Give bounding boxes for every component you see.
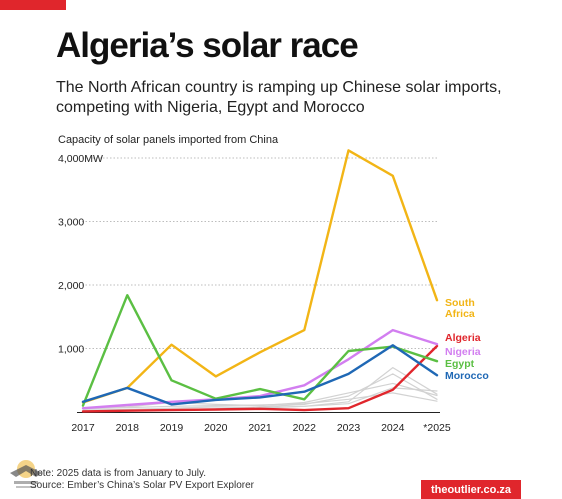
series-line-south-africa: [81, 149, 439, 404]
series-label-south-africa: South Africa: [445, 297, 475, 320]
series-label-morocco: Morocco: [445, 370, 489, 382]
y-tick-label: 4,000MW: [58, 153, 103, 165]
series-line-egypt: [81, 294, 439, 407]
x-tick-label: 2021: [248, 422, 272, 434]
x-tick-label: 2024: [381, 422, 405, 434]
y-tick-label: 1,000: [58, 344, 84, 356]
x-tick-label: 2019: [160, 422, 184, 434]
chart-title: Capacity of solar panels imported from C…: [58, 134, 279, 146]
series-line-algeria: [81, 344, 439, 413]
x-tick-label: 2018: [116, 422, 140, 434]
series-lines: [81, 149, 439, 413]
x-tick-label: 2017: [71, 422, 95, 434]
x-axis-ticks: 2017 2018 2019 2020 2021 2022 2023 2024 *2025: [71, 422, 451, 434]
source-text: Source: Ember’s China’s Solar PV Export …: [30, 480, 254, 491]
page-subtitle: The North African country is ramping up …: [56, 79, 502, 116]
x-tick-label: *2025: [423, 422, 451, 434]
y-tick-label: 3,000: [58, 217, 84, 229]
x-tick-label: 2020: [204, 422, 228, 434]
x-tick-label: 2023: [337, 422, 361, 434]
gridlines: [77, 157, 440, 413]
watermark-logo: [10, 460, 42, 488]
series-line-nigeria: [81, 328, 439, 410]
note-text: Note: 2025 data is from January to July.: [30, 468, 207, 479]
series-label-egypt: Egypt: [445, 358, 475, 370]
y-tick-label: 2,000: [58, 280, 84, 292]
accent-bar: [0, 0, 66, 10]
series-line-morocco: [81, 344, 439, 406]
series-label-algeria: Algeria: [445, 332, 481, 344]
y-axis-ticks: 1,000 2,000 3,000 4,000MW: [58, 153, 103, 356]
footer-note: Note: 2025 data is from January to July.…: [30, 468, 254, 492]
x-tick-label: 2022: [293, 422, 317, 434]
series-line-other: [82, 382, 438, 409]
brand-badge: theoutlier.co.za: [421, 480, 521, 499]
series-label-nigeria: Nigeria: [445, 346, 481, 358]
page-title: Algeria’s solar race: [56, 26, 359, 65]
